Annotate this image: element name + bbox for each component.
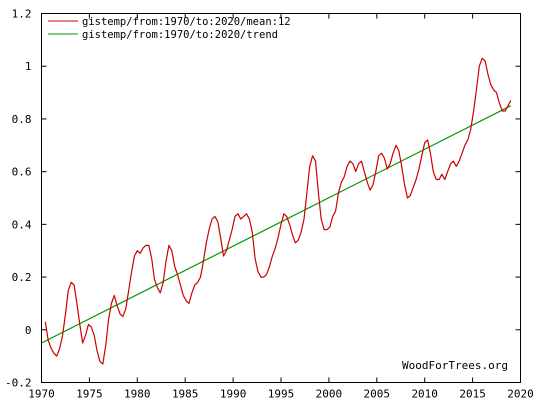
x-tick-label: 1985 [172,388,199,401]
axis-ticks [41,13,521,383]
axis-tick-labels: 1970 1975 1980 1985 1990 1995 2000 2005 2010 2015… [5,8,534,401]
x-tick-label: 2015 [459,388,486,401]
y-tick-label: -0.2 [5,377,32,390]
y-tick-label: 0.8 [12,113,32,126]
series-line-mean [44,57,512,365]
series-line-trend [41,105,512,344]
x-tick-label: 1990 [220,388,247,401]
plot-frame [41,13,521,383]
x-tick-label: 2005 [364,388,391,401]
x-tick-label: 1975 [76,388,103,401]
y-tick-label: 1 [25,60,32,73]
x-tick-label: 2000 [316,388,343,401]
y-tick-label: 1.2 [12,8,32,21]
legend: gistemp/from:1970/to:2020/mean:12 gistem… [48,16,291,41]
y-tick-label: 0.4 [12,218,32,231]
y-tick-label: 0 [25,324,32,337]
series-layer [41,57,512,365]
x-tick-label: 2020 [507,388,534,401]
x-tick-label: 1970 [28,388,55,401]
x-tick-label: 1980 [124,388,151,401]
legend-label-mean: gistemp/from:1970/to:2020/mean:12 [82,16,291,28]
y-tick-label: 0.6 [12,166,32,179]
x-tick-label: 1995 [268,388,295,401]
y-tick-label: 0.2 [12,271,32,284]
credit-label: WoodForTrees.org [402,359,508,372]
legend-label-trend: gistemp/from:1970/to:2020/trend [82,29,278,41]
x-tick-label: 2010 [411,388,438,401]
